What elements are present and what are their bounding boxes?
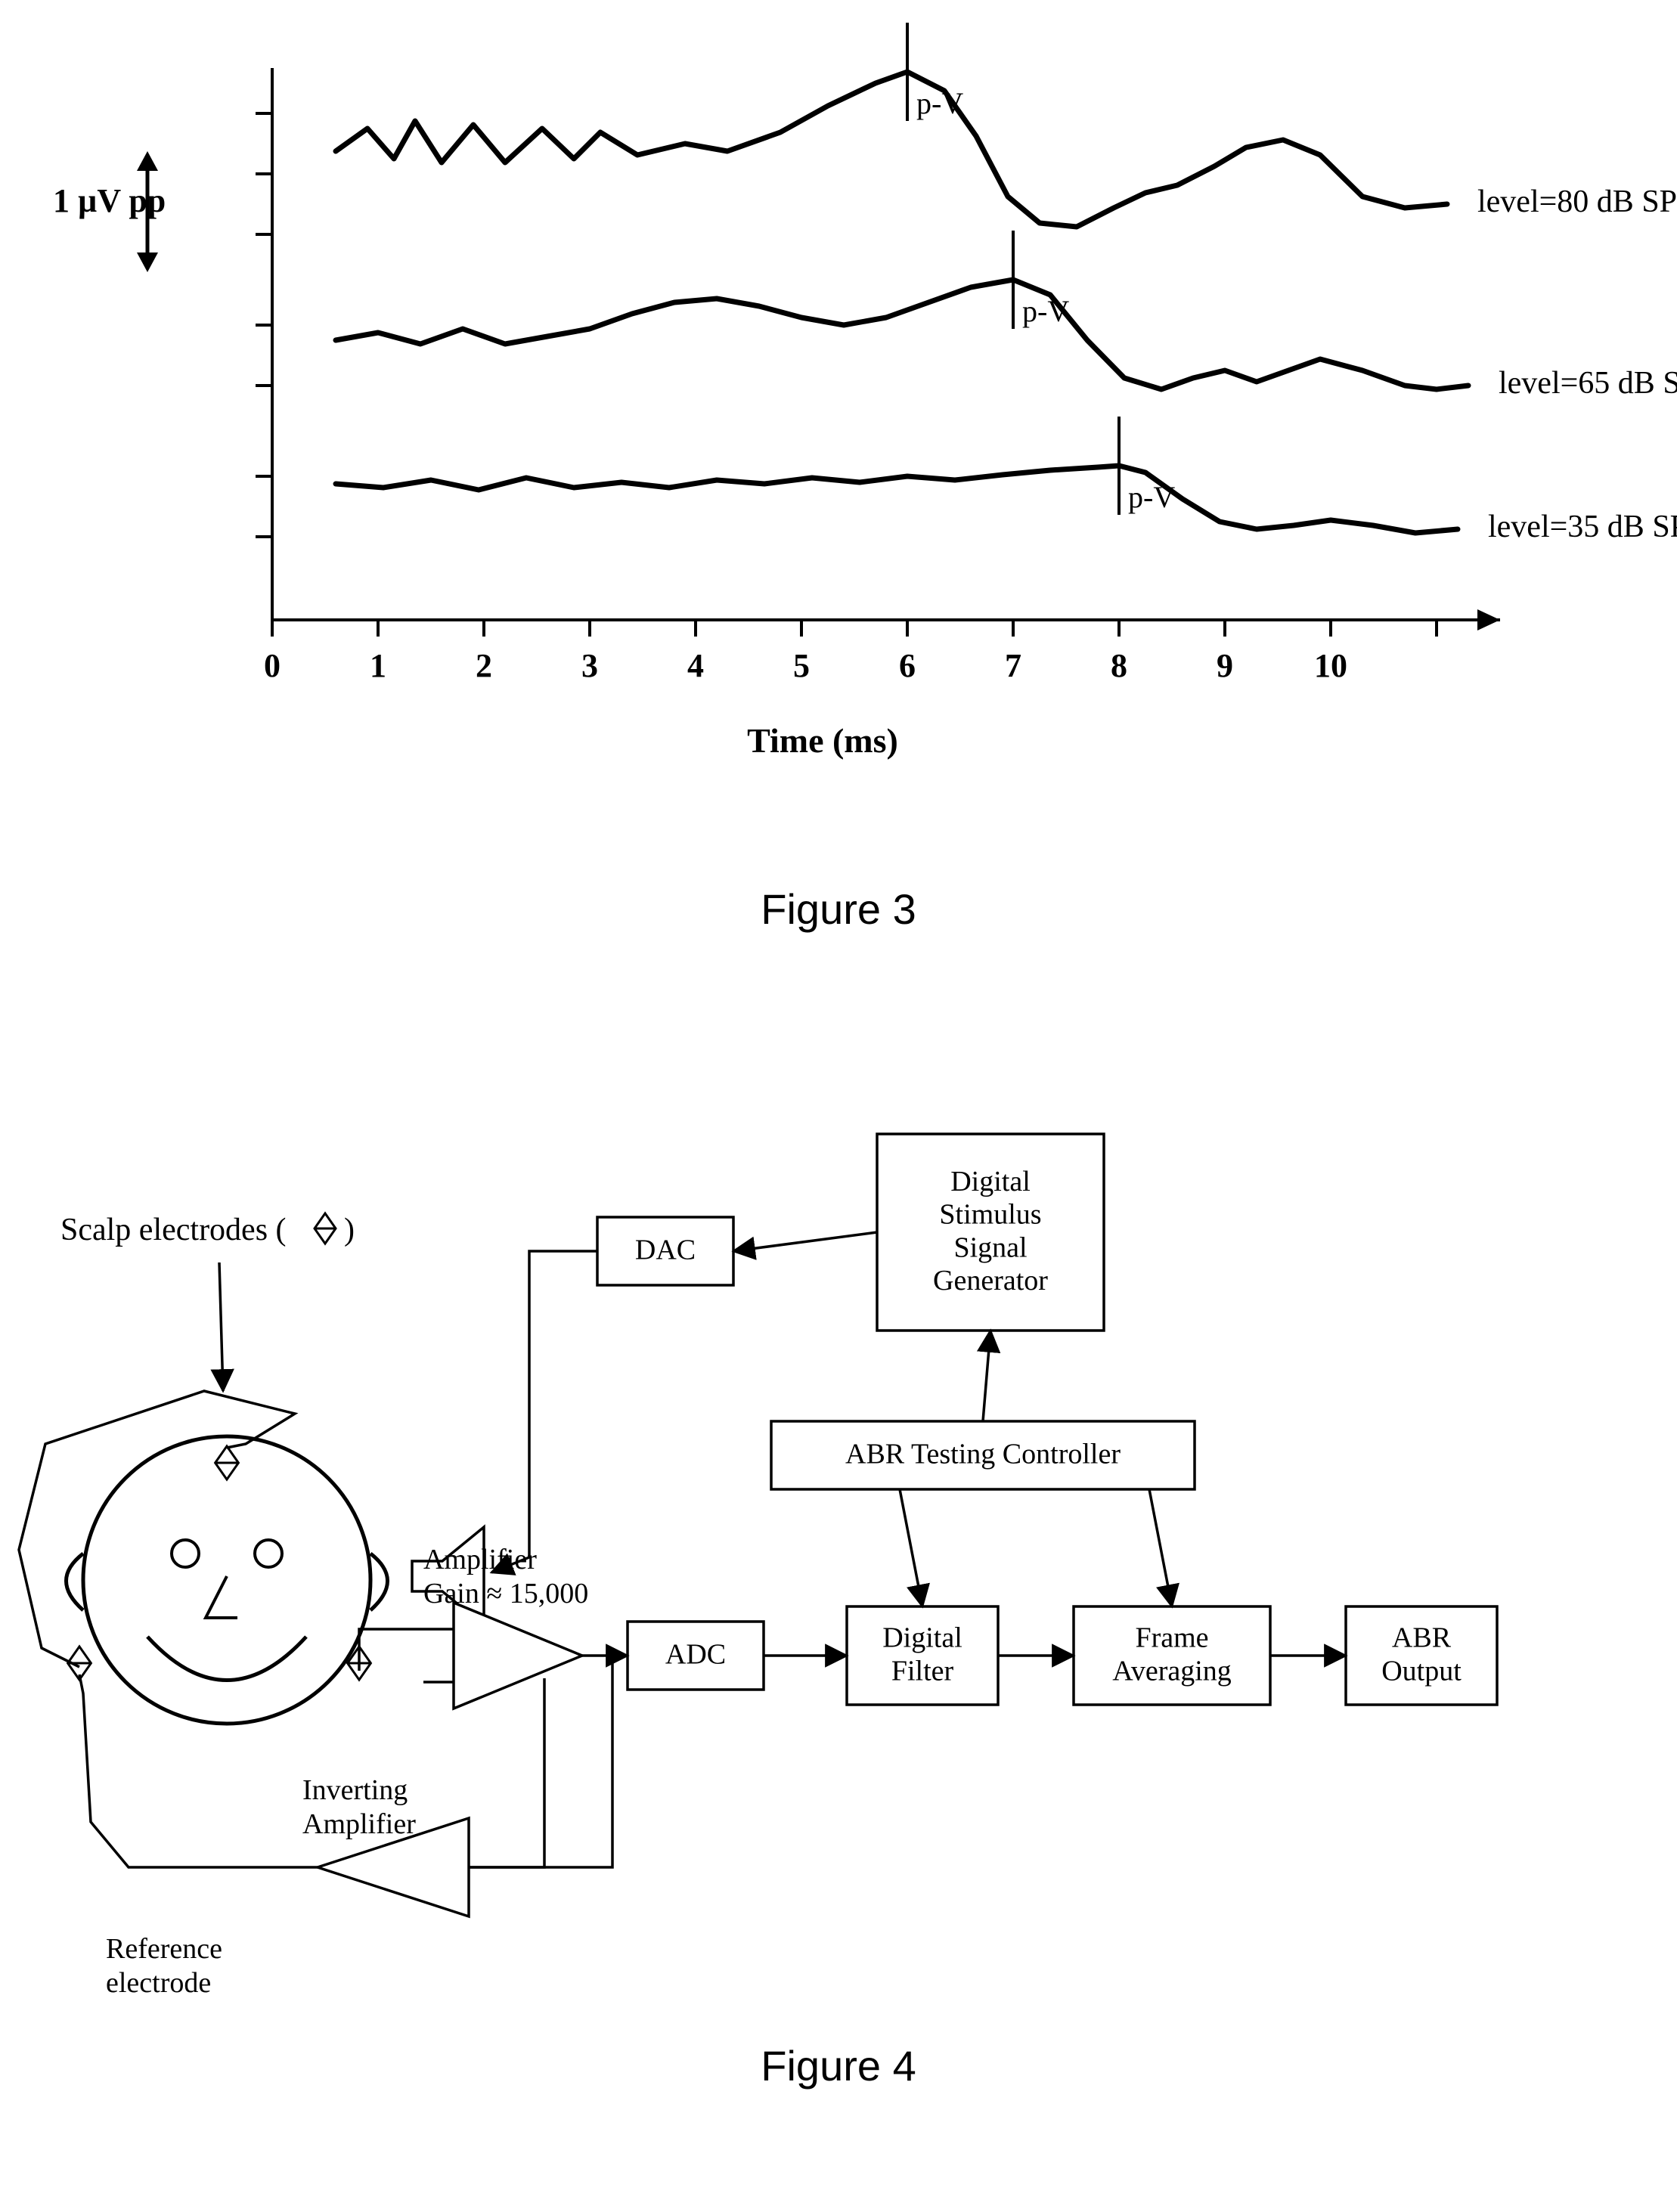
- wire-inv-to-ref: [79, 1674, 318, 1867]
- block-label: Filter: [891, 1655, 954, 1687]
- block-label: Stimulus: [939, 1199, 1041, 1231]
- electrode-icon: [315, 1213, 336, 1244]
- x-tick-label: 0: [264, 647, 281, 684]
- inv-amp-label: Amplifier: [302, 1808, 416, 1840]
- y-scale-indicator: 1 µV pp: [53, 151, 166, 272]
- edge-dac-speaker: [491, 1251, 597, 1572]
- electrode-icon: [215, 1446, 239, 1479]
- block-label: Digital: [882, 1622, 962, 1654]
- axes: 0 1 2 3 4 5 6 7 8 9 10 Time (ms): [256, 68, 1500, 760]
- x-tick-label: 2: [476, 647, 492, 684]
- wire-loop: [19, 1391, 295, 1667]
- block-label: ABR: [1392, 1622, 1452, 1654]
- ref-electrode-label: Reference: [106, 1933, 222, 1965]
- figure-3-chart: 0 1 2 3 4 5 6 7 8 9 10 Time (ms) 1 µV pp p-V level=80 …: [0, 0, 1677, 953]
- trace-level-label: level=80 dB SPL: [1477, 184, 1677, 219]
- block-frame: FrameAveraging: [1074, 1606, 1270, 1705]
- x-tick-label: 10: [1314, 647, 1347, 684]
- x-tick-label: 6: [899, 647, 916, 684]
- block-label: DAC: [635, 1234, 696, 1266]
- x-tick-label: 7: [1005, 647, 1021, 684]
- x-tick-label: 9: [1217, 647, 1233, 684]
- edge-dsg-dac: [733, 1232, 877, 1251]
- svg-text:): ): [344, 1213, 355, 1247]
- block-dac: DAC: [597, 1217, 733, 1285]
- x-tick-label: 4: [687, 647, 704, 684]
- svg-text:Scalp electrodes (: Scalp electrodes (: [60, 1213, 287, 1247]
- figure-3-caption: Figure 3: [0, 884, 1677, 934]
- ref-electrode-label: electrode: [106, 1967, 211, 1999]
- block-label: Signal: [953, 1231, 1027, 1263]
- block-label: Averaging: [1112, 1655, 1232, 1687]
- wire-electrode-amp-plus: [359, 1629, 454, 1671]
- figure-4-caption: Figure 4: [0, 2041, 1677, 2090]
- block-output: ABROutput: [1346, 1606, 1497, 1705]
- edge-ctrl-dsg: [983, 1331, 990, 1421]
- x-tick-label: 1: [370, 647, 386, 684]
- amp-gain-label: Gain ≈ 15,000: [423, 1578, 588, 1609]
- y-scale-label: 1 µV pp: [53, 182, 166, 219]
- block-adc: ADC: [628, 1622, 764, 1690]
- x-tick-label: 5: [793, 647, 810, 684]
- block-label: Output: [1381, 1655, 1462, 1687]
- block-dsg: DigitalStimulusSignalGenerator: [877, 1134, 1104, 1331]
- trace-1: p-V level=65 dB SPL: [336, 231, 1677, 401]
- block-label: Generator: [933, 1265, 1048, 1297]
- x-tick-label: 3: [581, 647, 598, 684]
- block-label: ADC: [665, 1638, 726, 1670]
- scalp-electrodes-label: Scalp electrodes (): [60, 1213, 355, 1247]
- trace-level-label: level=35 dB SPL: [1488, 510, 1677, 544]
- peak-label: p-V: [916, 86, 963, 120]
- trace-0: p-V level=80 dB SPL: [336, 23, 1677, 227]
- scalp-label-arrow: [219, 1262, 223, 1391]
- edge-ctrl-frame: [1149, 1489, 1172, 1606]
- x-axis-label: Time (ms): [747, 721, 898, 760]
- peak-label: p-V: [1022, 294, 1069, 328]
- amplifier-icon: [454, 1603, 582, 1709]
- figure-4-diagram: Scalp electrodes ()AmplifierGain ≈ 15,00…: [0, 998, 1677, 2132]
- block-label: Frame: [1135, 1622, 1208, 1654]
- block-filter: DigitalFilter: [847, 1606, 998, 1705]
- amp-gain-label: Amplifier: [423, 1544, 537, 1575]
- block-label: ABR Testing Controller: [845, 1438, 1121, 1470]
- trace-2: p-V level=35 dB SPL: [336, 417, 1677, 544]
- block-label: Digital: [950, 1166, 1031, 1197]
- inv-amp-label: Inverting: [302, 1774, 408, 1806]
- trace-level-label: level=65 dB SPL: [1499, 366, 1677, 401]
- x-tick-label: 8: [1111, 647, 1127, 684]
- edge-ctrl-filter: [900, 1489, 922, 1606]
- wire-amp-to-inv: [469, 1678, 544, 1867]
- block-controller: ABR Testing Controller: [771, 1421, 1195, 1489]
- peak-label: p-V: [1128, 480, 1175, 514]
